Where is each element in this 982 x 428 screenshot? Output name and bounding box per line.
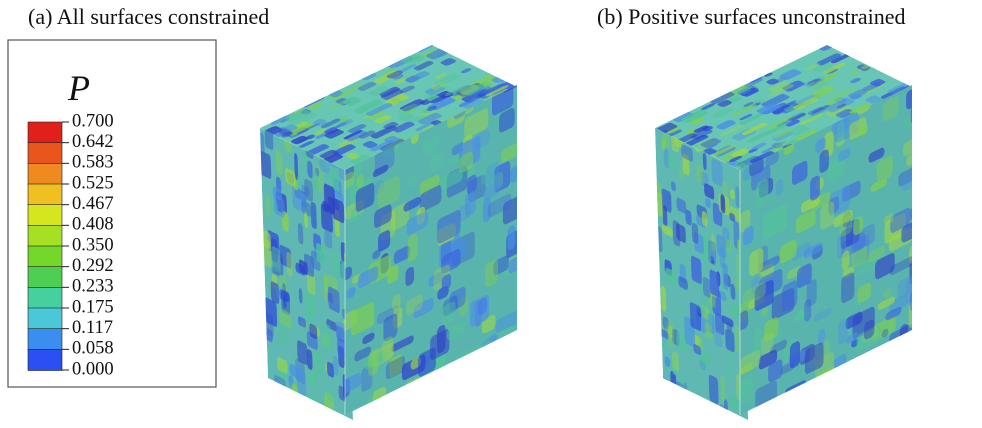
colorbar-label: 0.117 xyxy=(72,318,113,338)
legend-title: P xyxy=(67,68,90,108)
colorbar-band xyxy=(28,308,62,329)
colorbar-band xyxy=(28,143,62,164)
colorbar-band xyxy=(28,246,62,267)
figure: (a) All surfaces constrained (b) Positiv… xyxy=(0,0,982,428)
colorbar-label: 0.525 xyxy=(72,173,114,193)
colorbar-label: 0.642 xyxy=(72,132,114,152)
panel-caption: (a) All surfaces constrained xyxy=(28,4,269,29)
texture-patch xyxy=(910,201,924,222)
colorbar-label: 0.700 xyxy=(72,111,114,131)
texture-patch xyxy=(437,324,446,355)
texture-patch xyxy=(911,97,929,125)
colorbar-band xyxy=(28,163,62,184)
colorbar-label: 0.000 xyxy=(72,359,114,379)
colorbar-label: 0.350 xyxy=(72,235,114,255)
colorbar-band xyxy=(28,287,62,308)
colorbar-label: 0.058 xyxy=(72,339,114,359)
colorbar-band xyxy=(28,122,62,143)
colorbar-band xyxy=(28,267,62,288)
panel-caption: (b) Positive surfaces unconstrained xyxy=(597,4,906,29)
texture-patch xyxy=(500,73,525,85)
colorbar-band xyxy=(28,184,62,205)
colorbar-label: 0.583 xyxy=(72,153,114,173)
colorbar-label: 0.408 xyxy=(72,215,114,235)
texture-patch xyxy=(884,69,900,77)
colorbar-band xyxy=(28,205,62,226)
colorbar-label: 0.175 xyxy=(72,297,114,317)
texture-patch xyxy=(870,55,900,70)
texture-patch xyxy=(910,284,926,312)
texture-patch xyxy=(516,122,533,150)
colorbar-label: 0.467 xyxy=(72,194,114,214)
colorbar-band xyxy=(28,329,62,350)
blocks xyxy=(248,32,943,428)
colorbar-label: 0.233 xyxy=(72,277,114,297)
colorbar-label: 0.292 xyxy=(72,256,114,276)
colorbar-band xyxy=(28,349,62,370)
colorbar-band xyxy=(28,225,62,246)
texture-patch xyxy=(909,236,931,265)
